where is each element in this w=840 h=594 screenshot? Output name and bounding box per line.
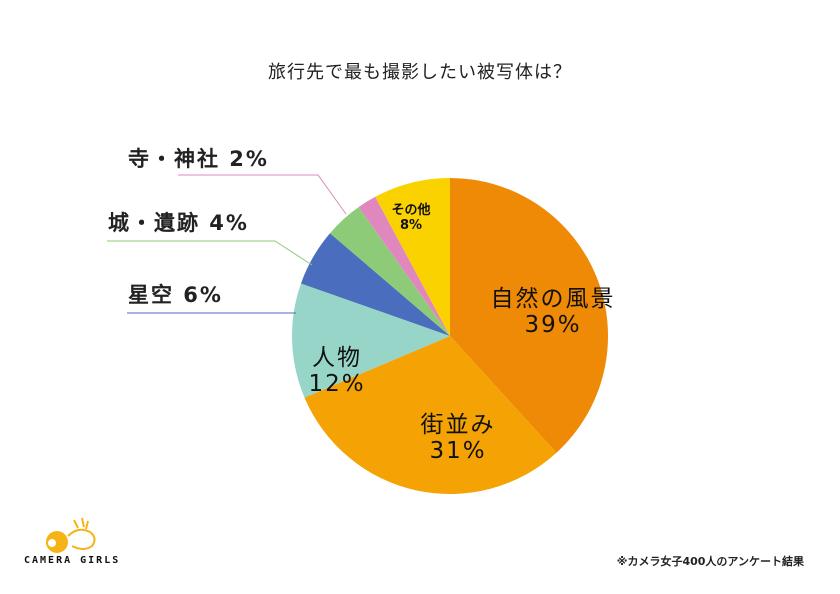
label-street: 街並み 31% [403,412,513,465]
label-street-pct: 31% [429,438,487,465]
label-people-name: 人物 [312,345,362,371]
source-note: ※カメラ女子400人のアンケート結果 [616,555,804,568]
pie-slice-6 [375,178,450,336]
pie-slice-0 [450,178,608,453]
leader-line-castle [107,240,313,266]
chart-title: 旅行先で最も撮影したい被写体は？ [268,62,572,83]
pie-slice-1 [304,336,557,494]
label-other-name: その他 [391,203,431,218]
pie-slice-2 [292,283,450,398]
label-temple: 寺・神社 2% [128,147,269,171]
pie-slices [292,178,608,494]
label-nature-pct: 39% [524,312,582,339]
leader-line-temple [178,174,347,215]
label-people: 人物 12% [297,345,377,398]
label-street-name: 街並み [420,412,496,438]
label-other-pct: 8% [399,217,423,233]
camera-girls-logo-icon [46,517,96,553]
pie-slice-4 [330,207,450,336]
label-nature: 自然の風景 39% [478,286,628,339]
pie-slice-3 [300,233,450,336]
logo-text: CAMERA GIRLS [24,555,121,566]
pie-slice-5 [358,196,450,336]
label-nature-name: 自然の風景 [490,286,616,312]
label-other: その他 8% [381,203,441,234]
label-stars: 星空 6% [128,283,223,307]
label-people-pct: 12% [308,371,366,398]
label-castle: 城・遺跡 4% [108,211,249,235]
